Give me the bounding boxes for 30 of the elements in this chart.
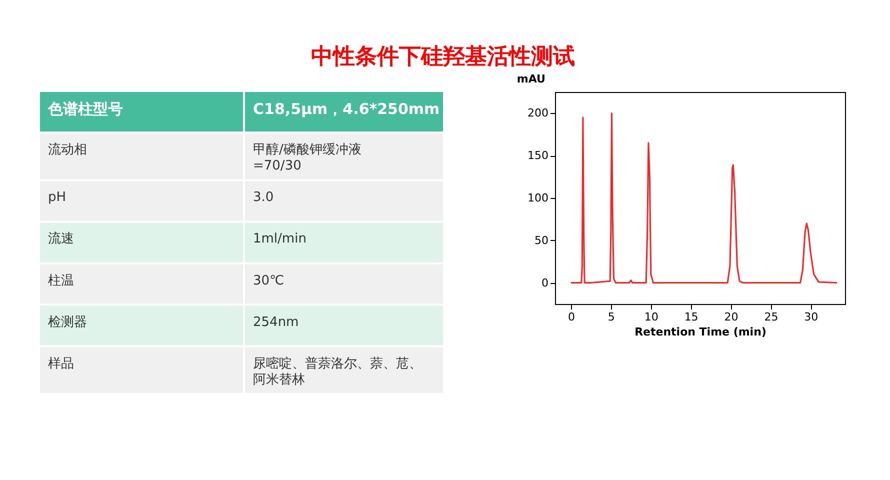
x-tick-label: 30 — [804, 310, 818, 324]
x-tick-label: 5 — [608, 310, 615, 324]
y-axis-title: mAU — [516, 72, 546, 86]
text: 3.0 — [253, 190, 274, 206]
text: 30℃ — [253, 273, 284, 288]
y-tick-label: 150 — [528, 149, 548, 162]
line-series — [570, 112, 838, 284]
text: 1ml/min — [253, 232, 306, 247]
y-tick-label: 0 — [542, 276, 548, 290]
x-tick-label: 25 — [764, 310, 778, 324]
x-tick-label: 20 — [724, 310, 738, 324]
y-tick-label: 50 — [534, 234, 548, 247]
text: 柱温 — [48, 273, 74, 288]
text: 尿嘧啶、普萘洛尔、萘、苊、阿米替林 — [253, 355, 422, 388]
text: 中性条件下硅羟基活性测试 — [310, 44, 575, 70]
text: 254nm — [253, 314, 299, 330]
text: 色谱柱型号 — [47, 100, 123, 118]
text: pH — [48, 190, 66, 206]
text: 甲醇/磷酸钾缓冲液 =70/30 — [253, 142, 362, 174]
x-axis-title: Retention Time (min) — [634, 326, 766, 338]
text: 检测器 — [48, 314, 87, 330]
x-tick-label: 10 — [644, 310, 658, 324]
x-tick-label: 0 — [568, 310, 575, 324]
x-tick-label: 15 — [684, 310, 698, 324]
text: 流速 — [48, 230, 74, 247]
text: 样品 — [48, 356, 74, 372]
y-tick-label: 100 — [528, 192, 548, 204]
text: 流动相 — [48, 142, 87, 158]
y-tick-label: 200 — [528, 106, 548, 120]
text: C18,5μm，4.6*250mm — [253, 100, 440, 118]
